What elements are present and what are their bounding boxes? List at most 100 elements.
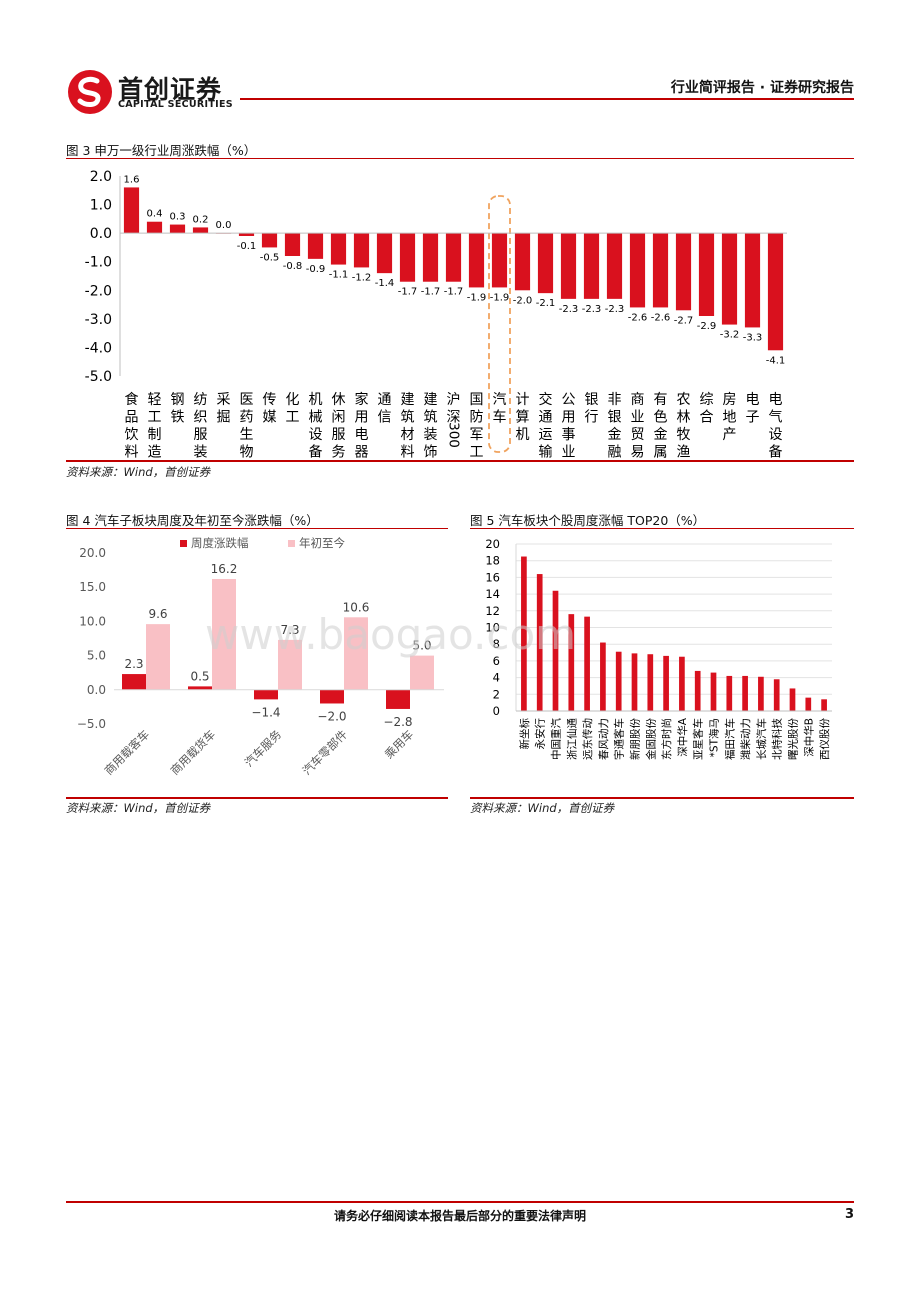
bar [568,614,575,711]
bar [631,653,638,711]
category-label: 东方时尚 [660,718,673,760]
category-label-char: 计 [516,392,530,408]
category-label-char: 钢 [171,392,185,408]
category-label-char: 务 [332,445,346,459]
bar-ytd [212,578,236,690]
bar-weekly [254,689,278,700]
category-label-char: 属 [654,445,668,459]
category-label-char: 汽 [493,392,507,408]
category-label: 曙光股份 [787,718,800,760]
category-label-char: 输 [539,445,553,459]
category-label: 金固股份 [644,718,657,760]
category-label: 宇通客车 [613,718,626,760]
category-label: 春风动力 [597,718,610,760]
category-label-char: 食 [125,391,139,408]
category-label-char: 工 [286,410,300,426]
category-label-char: 公 [562,392,576,408]
figure4-top-rule [66,528,448,529]
y-tick-label: 2 [493,687,500,701]
category-label: 潍柴动力 [739,718,752,760]
category-label-char: 沪 [447,392,461,408]
y-tick-label: 0 [493,704,500,718]
figure3-top-rule [66,158,854,159]
category-label: *ST海马 [708,718,721,757]
y-tick-label: -4.0 [85,340,112,356]
data-label: 2.3 [124,657,143,671]
y-tick-label: 16 [485,570,500,584]
bar [679,656,685,711]
category-label: 北特科技 [771,718,784,760]
category-label-char: 材 [401,427,415,443]
category-label-char: 通 [539,410,553,426]
category-label-char: 设 [309,427,323,443]
category-label-char: 化 [286,392,300,408]
y-tick-label: 20.0 [79,546,106,560]
category-label: 远东传动 [581,718,594,760]
category-label-char: 制 [148,427,162,443]
bar [694,670,701,711]
category-label-char: 国 [470,392,484,408]
data-label: −2.0 [317,709,346,723]
logo-emblem [68,70,112,114]
data-label: -2.6 [651,312,671,323]
bar [192,227,209,234]
category-label: 福田汽车 [723,718,736,760]
bar [146,221,163,234]
category-label: 新坐标 [518,718,531,750]
figure5-bottom-rule [470,797,854,799]
logo-chinese-name: 首创证券 [118,75,223,104]
category-label: 亚星客车 [692,718,705,760]
category-label-char: 算 [516,410,530,426]
category-label-char: 物 [240,445,254,459]
category-label-char: 信 [378,410,392,426]
figure3-source: 资料来源：Wind，首创证券 [66,465,211,479]
y-tick-label: 18 [485,554,500,568]
figure3-title: 图 3 申万一级行业周涨跌幅（%） [66,143,257,158]
bar [261,233,278,248]
bar [710,672,717,711]
category-label-char: 业 [631,410,645,426]
data-label: 0.3 [170,212,186,223]
bar [491,233,508,288]
data-label: -1.2 [352,272,372,283]
bar [698,233,715,316]
category-label-char: 医 [240,392,254,408]
category-label: 浙江仙通 [565,718,578,760]
bar [652,233,669,308]
bar-weekly [320,689,344,704]
y-tick-label: 0.0 [90,226,112,242]
category-label-char: 服 [194,427,208,443]
category-label-char: 非 [608,392,622,408]
y-tick-label: −5.0 [77,717,106,731]
category-label-char: 色 [654,409,668,426]
bar-ytd [410,655,434,690]
category-label-char: 饰 [424,445,438,459]
figure4-bottom-rule [66,797,448,799]
category-label-char: 建 [401,392,415,408]
y-tick-label: -3.0 [85,312,112,328]
category-label-char: 银 [585,392,599,408]
bar [238,233,255,236]
bar [537,233,554,294]
category-label-char: 交 [539,391,553,408]
data-label: -2.3 [582,304,602,315]
bar [742,675,748,711]
y-tick-label: 4 [493,671,500,685]
category-label-char: 行 [585,410,599,426]
legend-label-weekly: 周度涨跌幅 [191,536,249,550]
category-label-char: 轻 [148,392,162,408]
category-label-char: 农 [677,392,691,408]
y-tick-label: -1.0 [85,255,112,271]
category-label-char: 渔 [677,445,691,459]
category-label-char: 金 [654,427,668,443]
category-label-char: 铁 [171,410,185,426]
category-label-char: 电 [355,427,369,443]
data-label: -3.2 [720,330,740,341]
category-label-char: 家 [355,391,369,408]
bar [805,697,812,711]
data-label: 9.6 [148,607,167,621]
bar [330,233,347,265]
data-label: -1.7 [444,287,464,298]
data-label: -1.7 [421,287,441,298]
data-label: -1.9 [490,292,510,303]
